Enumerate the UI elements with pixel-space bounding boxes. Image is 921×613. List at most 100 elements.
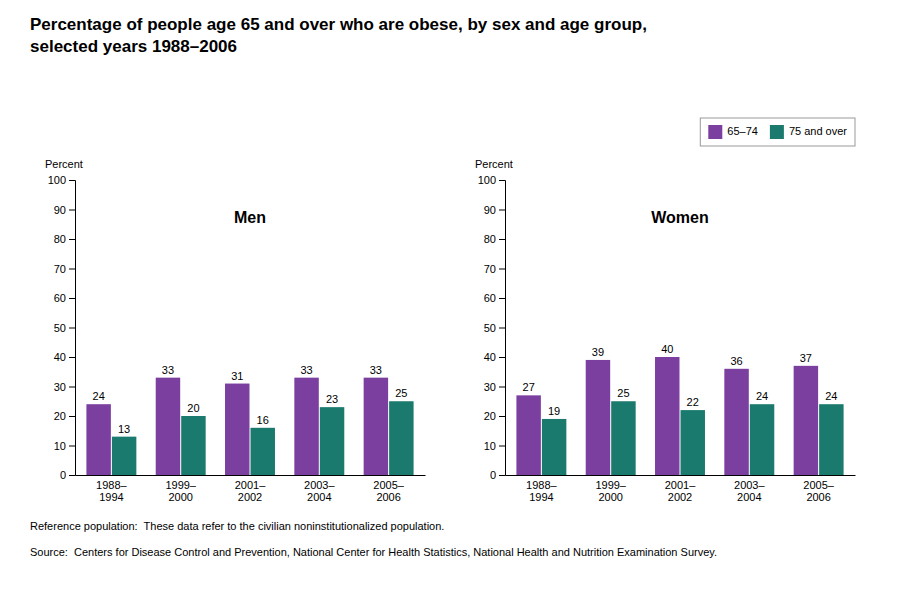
data-label: 33 [370,364,382,376]
footnote: Reference population: These data refer t… [30,520,444,532]
tick-mark [499,269,505,270]
tick-label-line: 1999– [595,479,626,491]
tick-label: 0 [490,469,496,481]
tick-label: 1988–1994 [526,479,557,504]
tick-label: 2003–2004 [304,479,335,504]
bar [611,401,635,475]
x-tick: 1999–2000 [595,475,626,503]
data-label: 27 [523,381,535,393]
tick-label: 2005–2006 [373,479,404,504]
bar [112,437,136,475]
y-tick: 80 [54,233,75,245]
tick-mark [69,387,75,388]
tick-mark [499,446,505,447]
tick-label-line: 2005– [803,479,834,491]
x-axis: 1988–1994 1999–2000 2001–2002 2003–2004 2005… [506,475,856,503]
tick-label: 80 [54,233,66,245]
tick-label: 50 [54,322,66,334]
tick-label: 1999–2000 [595,479,626,504]
tick-label-line: 1999– [165,479,196,491]
title: Percentage of people age 65 and over who… [30,15,647,56]
x-tick: 2003–2004 [734,475,765,503]
tick-mark [499,328,505,329]
axis-line [506,475,856,476]
bar [819,404,843,475]
legend-label: 75 and over [789,125,847,137]
tick-label: 1988–1994 [96,479,127,504]
tick-mark [69,475,75,476]
data-label: 31 [231,370,243,382]
tick-label-line: 1988– [526,479,557,491]
panel: 2739403637192522242401020304050607080901… [475,118,856,503]
data-label: 13 [118,423,130,435]
data-label: 36 [730,355,742,367]
bars [86,378,413,475]
tick-mark [69,446,75,447]
tick-label-line: 1994 [99,491,123,503]
data-label: 40 [661,343,673,355]
x-tick: 2003–2004 [304,475,335,503]
bar [516,395,540,475]
x-tick: 2001–2002 [235,475,266,503]
tick-label-line: 2003– [734,479,765,491]
data-label: 33 [300,364,312,376]
x-tick: 2005–2006 [373,475,404,503]
data-label: 24 [93,390,105,402]
tick-label-line: 2002 [238,491,262,503]
tick-mark [69,298,75,299]
tick-label: 100 [48,174,66,186]
data-label: 22 [687,396,699,408]
tick-label: 70 [484,263,496,275]
tick-mark [69,357,75,358]
tick-mark [69,416,75,417]
tick-mark [69,210,75,211]
x-tick: 1999–2000 [165,475,196,503]
y-tick: 10 [54,440,75,452]
y-tick: 50 [484,322,505,334]
tick-label-line: 2001– [235,479,266,491]
bar [389,401,413,475]
y-tick: 80 [484,233,505,245]
bar [794,366,818,475]
tick-mark [499,298,505,299]
y-tick: 40 [54,351,75,363]
bar [294,378,318,475]
data-label: 25 [617,387,629,399]
axis-title: Percent [45,158,83,170]
panel-title: Women [651,209,708,226]
tick-label: 60 [54,292,66,304]
y-tick: 90 [54,204,75,216]
y-tick: 30 [54,381,75,393]
legend-frame [700,118,855,146]
tick-mark [499,416,505,417]
tick-label: 30 [484,381,496,393]
tick-label: 2001–2002 [665,479,696,504]
data-label: 25 [395,387,407,399]
tick-label: 10 [484,440,496,452]
legend-swatch [708,125,722,139]
footnote: Source: Centers for Disease Control and … [30,546,717,558]
tick-label-line: 2005– [373,479,404,491]
tick-label: 60 [484,292,496,304]
y-tick: 10 [484,440,505,452]
tick-mark [499,180,505,181]
tick-label: 2005–2006 [803,479,834,504]
data-label: 19 [548,405,560,417]
data-label: 23 [326,393,338,405]
tick-label: 40 [484,351,496,363]
data-labels: 27394036371925222424 [523,343,838,417]
tick-label: 20 [54,410,66,422]
data-label: 20 [187,402,199,414]
data-labels: 24333133331320162325 [93,364,408,435]
y-tick: 20 [484,410,505,422]
panel-title: Men [234,209,266,226]
bar [156,378,180,475]
y-axis: 0102030405060708090100 [48,174,76,481]
data-label: 16 [257,414,269,426]
title-line: selected years 1988–2006 [30,37,237,56]
tick-label: 10 [54,440,66,452]
bar [181,416,205,475]
axis-line [499,181,506,476]
legend: 65–7475 and over [700,118,855,146]
tick-label: 2001–2002 [235,479,266,504]
